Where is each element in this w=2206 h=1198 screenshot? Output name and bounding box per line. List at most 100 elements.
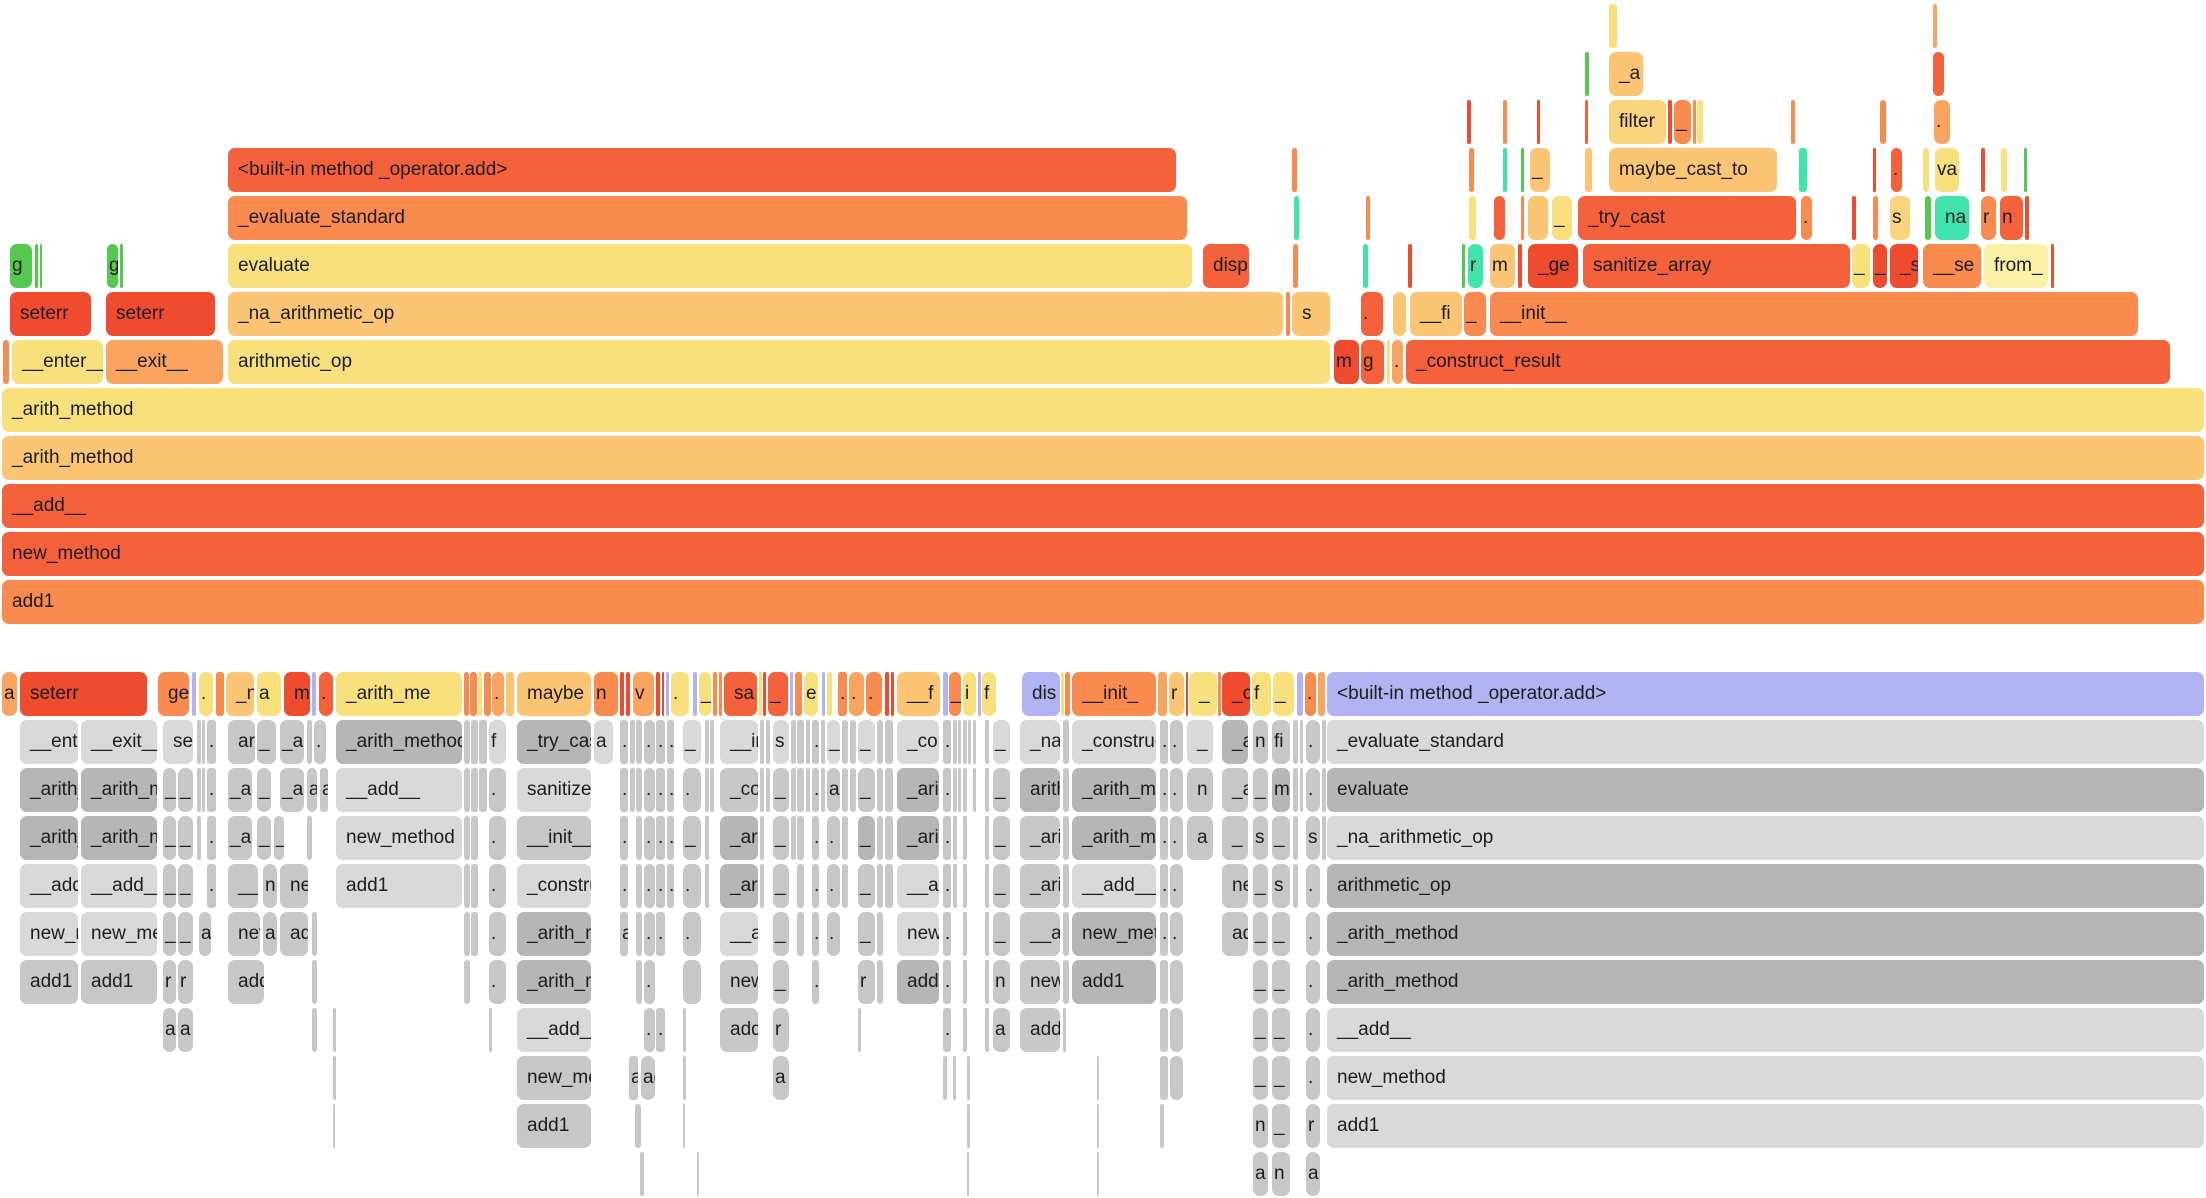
flame-bar[interactable]: _construct_result (1072, 720, 1156, 764)
flame-bar[interactable] (640, 1152, 644, 1196)
flame-bar[interactable] (464, 960, 470, 1004)
flame-bar[interactable]: _evaluate_standard (1327, 720, 2204, 764)
flame-bar[interactable] (953, 816, 957, 860)
flame-bar[interactable]: add1 (720, 1008, 758, 1052)
flame-bar[interactable] (478, 672, 482, 716)
flame-bar[interactable]: . (489, 768, 506, 812)
flame-bar[interactable]: _ (858, 912, 875, 956)
flame-bar[interactable]: . (1160, 864, 1168, 908)
flame-bar[interactable] (636, 960, 642, 1004)
flame-bar[interactable]: n (2000, 196, 2023, 240)
flame-bar[interactable]: . (812, 816, 819, 860)
flame-bar[interactable] (1799, 148, 1807, 192)
flame-bar[interactable] (967, 1152, 969, 1196)
flame-bar[interactable]: a (178, 1008, 193, 1052)
flame-bar[interactable] (471, 768, 478, 812)
flame-bar[interactable]: sanitize_array (517, 768, 591, 812)
flame-bar[interactable]: n (263, 864, 277, 908)
flame-bar[interactable] (1097, 1104, 1099, 1148)
flame-bar[interactable] (850, 768, 856, 812)
flame-bar[interactable]: . (656, 816, 665, 860)
flame-bar[interactable]: . (838, 672, 847, 716)
flame-bar[interactable] (630, 768, 635, 812)
flame-bar[interactable]: . (1160, 768, 1168, 812)
flame-bar[interactable] (1293, 768, 1298, 812)
flame-bar[interactable] (705, 816, 709, 860)
flame-bar[interactable]: new_method (81, 912, 157, 956)
flame-bar[interactable]: _a (1609, 52, 1643, 96)
flame-bar[interactable]: _ (993, 720, 1010, 764)
flame-bar[interactable] (312, 960, 317, 1004)
flame-bar[interactable] (891, 672, 894, 716)
flame-bar[interactable] (760, 768, 764, 812)
flame-bar[interactable]: r (1306, 1104, 1320, 1148)
flame-bar[interactable] (1467, 100, 1471, 144)
flame-bar[interactable]: __add__ (336, 768, 462, 812)
flame-bar[interactable]: _ (257, 720, 276, 764)
flame-bar[interactable] (1293, 244, 1298, 288)
flame-bar[interactable]: . (943, 960, 951, 1004)
flame-bar[interactable] (464, 864, 470, 908)
flame-bar[interactable] (636, 720, 642, 764)
flame-bar[interactable] (821, 768, 825, 812)
flame-bar[interactable] (1494, 196, 1505, 240)
flame-bar[interactable]: m (1334, 340, 1359, 384)
flame-bar[interactable]: _arith_method (1327, 960, 2204, 1004)
flame-bar[interactable] (620, 672, 624, 716)
flame-bar[interactable] (985, 1008, 989, 1052)
flame-bar[interactable]: __exit__ (81, 720, 157, 764)
flame-bar[interactable]: . (683, 768, 701, 812)
flame-bar[interactable] (464, 816, 470, 860)
flame-bar[interactable]: __init__ (1490, 292, 2138, 336)
flame-bar[interactable] (705, 864, 709, 908)
flame-bar[interactable]: seterr (106, 292, 215, 336)
flame-bar[interactable]: _try_cast (1578, 196, 1796, 240)
flame-bar[interactable] (1880, 100, 1886, 144)
flame-bar[interactable] (985, 768, 989, 812)
flame-bar[interactable] (1097, 1152, 1099, 1196)
flame-bar[interactable]: . (319, 672, 333, 716)
flame-bar[interactable] (842, 816, 848, 860)
flame-bar[interactable]: new_method (2, 532, 2204, 576)
flame-bar[interactable]: a (163, 1008, 176, 1052)
flame-bar[interactable] (464, 672, 469, 716)
flame-bar[interactable] (1186, 672, 1188, 716)
flame-bar[interactable]: __add__ (517, 1008, 591, 1052)
flame-bar[interactable]: add (280, 912, 308, 956)
flame-bar[interactable] (1925, 196, 1931, 240)
flame-bar[interactable]: . (1170, 720, 1183, 764)
flame-bar[interactable] (806, 768, 810, 812)
flame-bar[interactable]: s (1292, 292, 1330, 336)
flame-bar[interactable]: . (812, 912, 819, 956)
flame-bar[interactable] (1521, 148, 1524, 192)
flame-bar[interactable] (710, 768, 714, 812)
flame-bar[interactable] (1294, 196, 1299, 240)
flame-bar[interactable] (806, 720, 810, 764)
flame-bar[interactable]: r (178, 960, 193, 1004)
flame-bar[interactable]: add1 (2, 580, 2204, 624)
flame-bar[interactable]: new_method (1072, 912, 1156, 956)
flame-bar[interactable] (1292, 148, 1297, 192)
flame-bar[interactable] (630, 720, 635, 764)
flame-bar[interactable]: _ (768, 672, 788, 716)
flame-bar[interactable] (464, 768, 470, 812)
flame-bar[interactable]: a (320, 768, 328, 812)
flame-bar[interactable]: f (489, 720, 506, 764)
flame-bar[interactable] (635, 1104, 641, 1148)
flame-bar[interactable]: . (1160, 816, 1168, 860)
flame-bar[interactable]: _ (163, 816, 176, 860)
flame-bar[interactable]: __enter__ (20, 720, 78, 764)
flame-bar[interactable]: _arith_method (1072, 816, 1156, 860)
flame-bar[interactable]: v (633, 672, 654, 716)
flame-bar[interactable] (1469, 148, 1474, 192)
flame-bar[interactable]: r (858, 960, 875, 1004)
flame-bar[interactable] (636, 864, 642, 908)
flame-bar[interactable] (1063, 960, 1069, 1004)
flame-bar[interactable]: _ (858, 816, 875, 860)
flame-bar[interactable] (973, 720, 976, 764)
flame-bar[interactable] (1503, 100, 1507, 144)
flame-bar[interactable]: _arith_method (1020, 816, 1060, 860)
flame-bar[interactable]: _ (1272, 960, 1290, 1004)
selected-frame-bar[interactable]: <built-in method _operator.add> (1327, 672, 2204, 716)
flame-bar[interactable] (1933, 52, 1944, 96)
